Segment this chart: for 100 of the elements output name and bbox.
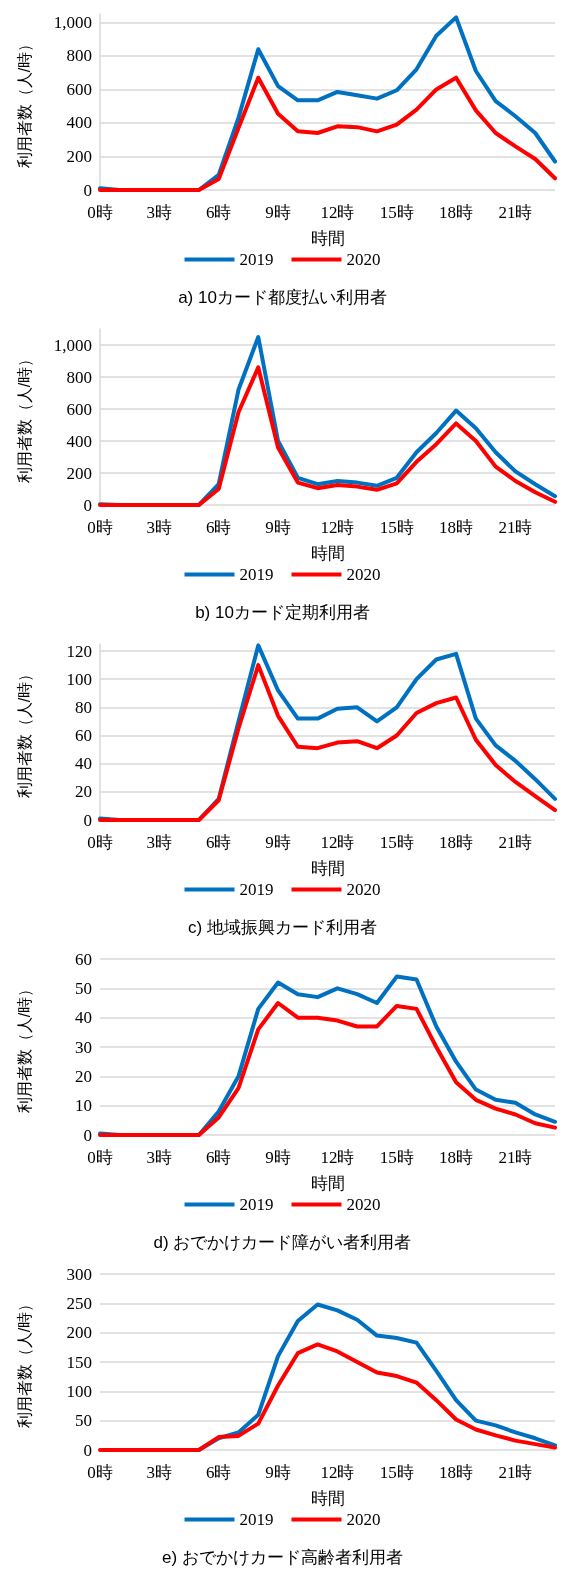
- legend-label: 2020: [346, 1195, 381, 1214]
- y-tick-label: 600: [66, 79, 92, 99]
- y-tick-label: 0: [83, 810, 92, 830]
- x-axis-title: 時間: [310, 859, 345, 878]
- y-tick-label: 0: [83, 495, 92, 515]
- legend-label: 2020: [346, 250, 381, 269]
- y-tick-label: 1,000: [53, 12, 92, 32]
- x-tick-label: 9時: [265, 833, 291, 852]
- y-tick-label: 250: [66, 1293, 92, 1313]
- y-tick-label: 20: [75, 1066, 92, 1086]
- y-tick-label: 200: [66, 1323, 92, 1343]
- y-axis-title: 利用者数（人/時）: [15, 1295, 33, 1429]
- y-tick-label: 40: [75, 1008, 92, 1028]
- y-tick-label: 100: [66, 1381, 92, 1401]
- x-tick-label: 3時: [146, 1463, 173, 1482]
- legend-label: 2019: [239, 250, 274, 269]
- x-axis-title: 時間: [310, 544, 345, 563]
- x-tick-label: 15時: [379, 1463, 414, 1482]
- y-tick-label: 800: [66, 367, 92, 387]
- x-tick-label: 15時: [379, 1148, 414, 1167]
- legend-label: 2019: [239, 1510, 274, 1529]
- y-axis-title: 利用者数（人/時）: [15, 35, 33, 169]
- x-tick-label: 21時: [498, 203, 533, 222]
- x-tick-label: 15時: [379, 518, 414, 537]
- text: c) 地域振興カード利用者: [188, 918, 377, 937]
- x-tick-label: 18時: [439, 1463, 474, 1482]
- y-tick-label: 300: [66, 1264, 92, 1284]
- y-tick-label: 50: [75, 1411, 92, 1431]
- x-axis-title: 時間: [310, 229, 345, 248]
- x-tick-label: 12時: [320, 1463, 355, 1482]
- y-tick-label: 800: [66, 46, 92, 66]
- text: b) 10カード定期利用者: [195, 603, 370, 622]
- line-series: [98, 1342, 557, 1452]
- y-tick-label: 120: [66, 641, 92, 661]
- text: e) おでかけカード高齢者利用者: [162, 1548, 403, 1567]
- y-axis-title: 利用者数（人/時）: [15, 350, 33, 484]
- x-tick-label: 21時: [498, 518, 533, 537]
- x-tick-label: 9時: [265, 1148, 291, 1167]
- legend-label: 2020: [346, 880, 381, 899]
- text: a) 10カード都度払い利用者: [178, 288, 387, 307]
- x-tick-label: 0時: [87, 833, 113, 852]
- x-tick-label: 15時: [379, 833, 414, 852]
- x-tick-label: 3時: [146, 1148, 173, 1167]
- x-tick-label: 6時: [205, 203, 232, 222]
- y-tick-label: 200: [66, 146, 92, 166]
- legend-label: 2019: [239, 1195, 274, 1214]
- y-tick-label: 0: [83, 1440, 92, 1460]
- x-tick-label: 12時: [320, 833, 355, 852]
- legend-label: 2020: [346, 565, 381, 584]
- y-tick-label: 1,000: [53, 335, 92, 355]
- x-tick-label: 6時: [205, 1148, 232, 1167]
- x-tick-label: 9時: [265, 203, 291, 222]
- y-tick-label: 400: [66, 431, 92, 451]
- x-tick-label: 3時: [146, 833, 173, 852]
- legend-label: 2019: [239, 565, 274, 584]
- x-tick-label: 6時: [205, 1463, 232, 1482]
- x-tick-label: 21時: [498, 1148, 533, 1167]
- x-tick-label: 12時: [320, 203, 355, 222]
- x-tick-label: 21時: [498, 833, 533, 852]
- x-tick-label: 6時: [205, 518, 232, 537]
- x-tick-label: 12時: [320, 1148, 355, 1167]
- legend-label: 2020: [346, 1510, 381, 1529]
- x-tick-label: 3時: [146, 518, 173, 537]
- x-tick-label: 0時: [87, 203, 113, 222]
- line-series: [98, 1001, 557, 1137]
- y-tick-label: 60: [75, 949, 92, 969]
- y-tick-label: 0: [83, 1125, 92, 1145]
- legend-label: 2019: [239, 880, 274, 899]
- y-axis-title: 利用者数（人/時）: [15, 980, 33, 1114]
- x-tick-label: 18時: [439, 1148, 474, 1167]
- x-tick-label: 9時: [265, 1463, 291, 1482]
- y-tick-label: 30: [75, 1037, 92, 1057]
- x-tick-label: 12時: [320, 518, 355, 537]
- x-tick-label: 18時: [439, 833, 474, 852]
- x-tick-label: 18時: [439, 518, 474, 537]
- text: d) おでかけカード障がい者利用者: [153, 1233, 412, 1252]
- y-tick-label: 50: [75, 978, 92, 998]
- y-tick-label: 600: [66, 399, 92, 419]
- x-tick-label: 0時: [87, 1148, 113, 1167]
- y-tick-label: 400: [66, 113, 92, 133]
- y-tick-label: 10: [75, 1096, 92, 1116]
- x-tick-label: 0時: [87, 1463, 113, 1482]
- x-tick-label: 9時: [265, 518, 291, 537]
- y-tick-label: 40: [75, 754, 92, 774]
- y-tick-label: 60: [75, 726, 92, 746]
- x-tick-label: 3時: [146, 203, 173, 222]
- y-axis-title: 利用者数（人/時）: [15, 665, 33, 799]
- x-tick-label: 15時: [379, 203, 414, 222]
- y-tick-label: 100: [66, 669, 92, 689]
- y-tick-label: 0: [83, 180, 92, 200]
- x-tick-label: 18時: [439, 203, 474, 222]
- x-axis-title: 時間: [310, 1174, 345, 1193]
- y-tick-label: 150: [66, 1352, 92, 1372]
- y-tick-label: 80: [75, 697, 92, 717]
- x-tick-label: 0時: [87, 518, 113, 537]
- x-tick-label: 21時: [498, 1463, 533, 1482]
- y-tick-label: 200: [66, 463, 92, 483]
- x-tick-label: 6時: [205, 833, 232, 852]
- y-tick-label: 20: [75, 782, 92, 802]
- x-axis-title: 時間: [310, 1489, 345, 1508]
